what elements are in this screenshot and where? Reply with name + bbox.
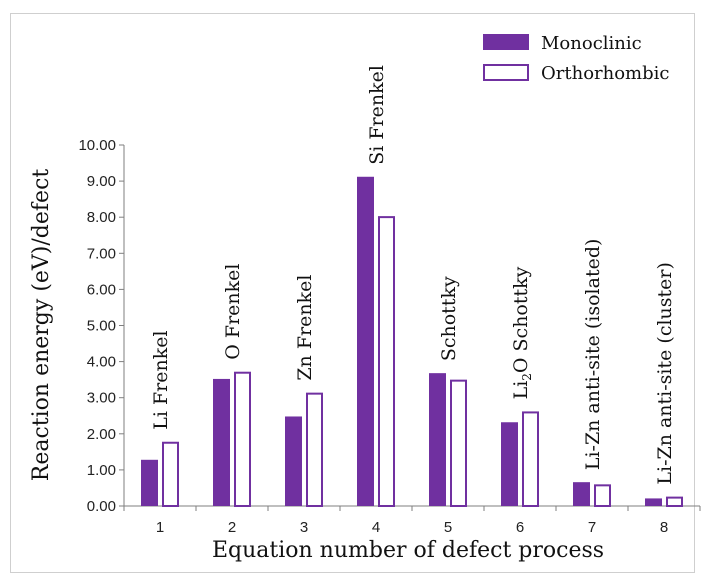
x-tick-label: 1 (156, 519, 164, 536)
y-tick-label: 7.00 (87, 245, 116, 262)
annotation-label: Si Frenkel (366, 65, 388, 165)
annotation-label: Li2O Schottky (510, 266, 534, 399)
x-axis-title: Equation number of defect process (212, 538, 604, 563)
x-axis: 1 2 3 4 5 6 7 8 (123, 505, 701, 536)
x-tick-label: 3 (300, 519, 308, 536)
bar-monoclinic (285, 416, 302, 506)
y-tick-label: 2.00 (87, 426, 116, 443)
y-tick-label: 4.00 (87, 354, 116, 371)
annotation-label: O Frenkel (222, 264, 244, 360)
y-axis: 0.00 1.00 2.00 3.00 4.00 5.00 6.00 7.00 8.00 9.00… (78, 137, 125, 515)
y-tick-label: 6.00 (87, 281, 116, 298)
legend-swatch-monoclinic (483, 34, 529, 50)
x-tick-label: 5 (444, 519, 452, 536)
bar-monoclinic (573, 482, 590, 506)
x-tick-label: 7 (588, 519, 596, 536)
bars (141, 176, 683, 508)
legend: Monoclinic Orthorhombic (483, 33, 670, 84)
annotation-label: Li-Zn anti-site (cluster) (654, 262, 676, 485)
bar-orthorhombic (450, 379, 467, 507)
y-axis-title: Reaction energy (eV)/defect (29, 169, 54, 482)
y-tick-label: 8.00 (87, 209, 116, 226)
legend-label-monoclinic: Monoclinic (541, 33, 642, 54)
y-tick-label: 9.00 (87, 173, 116, 190)
bar-monoclinic (645, 498, 662, 506)
y-tick-label: 5.00 (87, 318, 116, 335)
bar-monoclinic (357, 176, 374, 506)
y-tick-label: 1.00 (87, 462, 116, 479)
y-tick-label: 0.00 (87, 498, 116, 515)
x-tick-label: 4 (372, 519, 380, 536)
annotation-label: Li Frenkel (150, 330, 172, 429)
x-tick-label: 2 (228, 519, 236, 536)
annotations: Li Frenkel O Frenkel Zn Frenkel Si Frenkel S… (150, 65, 676, 485)
annotation-label: Schottky (438, 276, 460, 361)
annotation-label: Zn Frenkel (294, 275, 316, 381)
bar-orthorhombic (522, 411, 539, 507)
bar-orthorhombic (162, 441, 179, 508)
bar-orthorhombic (234, 371, 251, 508)
y-tick-label: 10.00 (78, 137, 116, 154)
bar-orthorhombic (306, 392, 323, 507)
bar-orthorhombic (594, 484, 611, 507)
bar-orthorhombic (666, 496, 683, 508)
y-tick-label: 3.00 (87, 390, 116, 407)
legend-label-orthorhombic: Orthorhombic (541, 63, 670, 84)
bar-monoclinic (501, 422, 518, 506)
x-tick-label: 8 (660, 519, 668, 536)
annotation-label: Li-Zn anti-site (isolated) (582, 239, 604, 471)
bar-monoclinic (429, 373, 446, 506)
legend-swatch-orthorhombic (483, 64, 529, 81)
bar-orthorhombic (378, 216, 395, 507)
x-tick-label: 6 (516, 519, 524, 536)
bar-monoclinic (141, 459, 158, 506)
bar-monoclinic (213, 378, 230, 506)
